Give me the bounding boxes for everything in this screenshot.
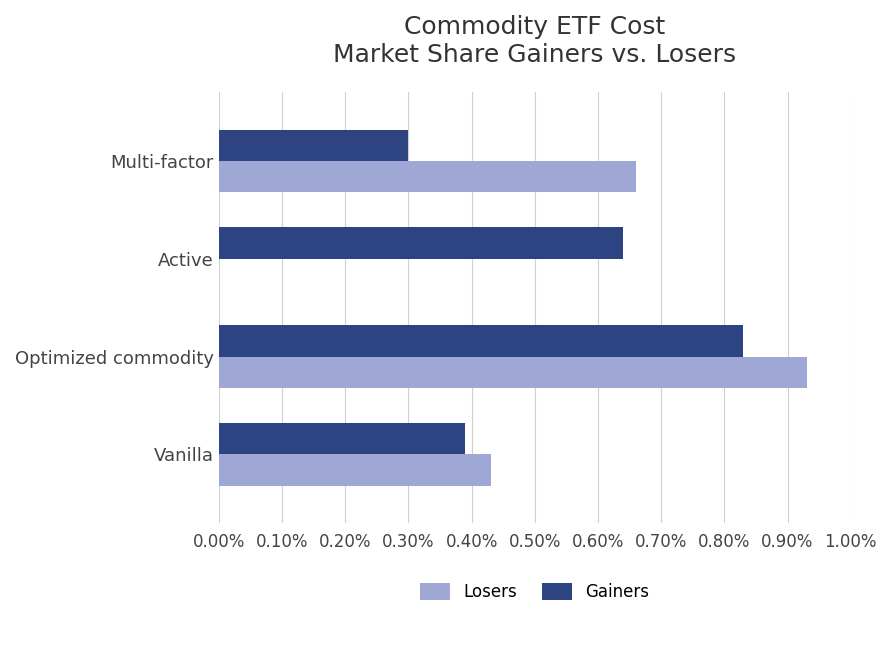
Bar xyxy=(219,423,466,455)
Bar xyxy=(219,161,636,192)
Title: Commodity ETF Cost
Market Share Gainers vs. Losers: Commodity ETF Cost Market Share Gainers … xyxy=(334,15,737,67)
Bar xyxy=(219,455,491,486)
Bar xyxy=(219,130,409,161)
Bar xyxy=(219,228,624,259)
Bar xyxy=(219,325,743,357)
Legend: Losers, Gainers: Losers, Gainers xyxy=(412,574,657,609)
Bar xyxy=(219,357,806,388)
